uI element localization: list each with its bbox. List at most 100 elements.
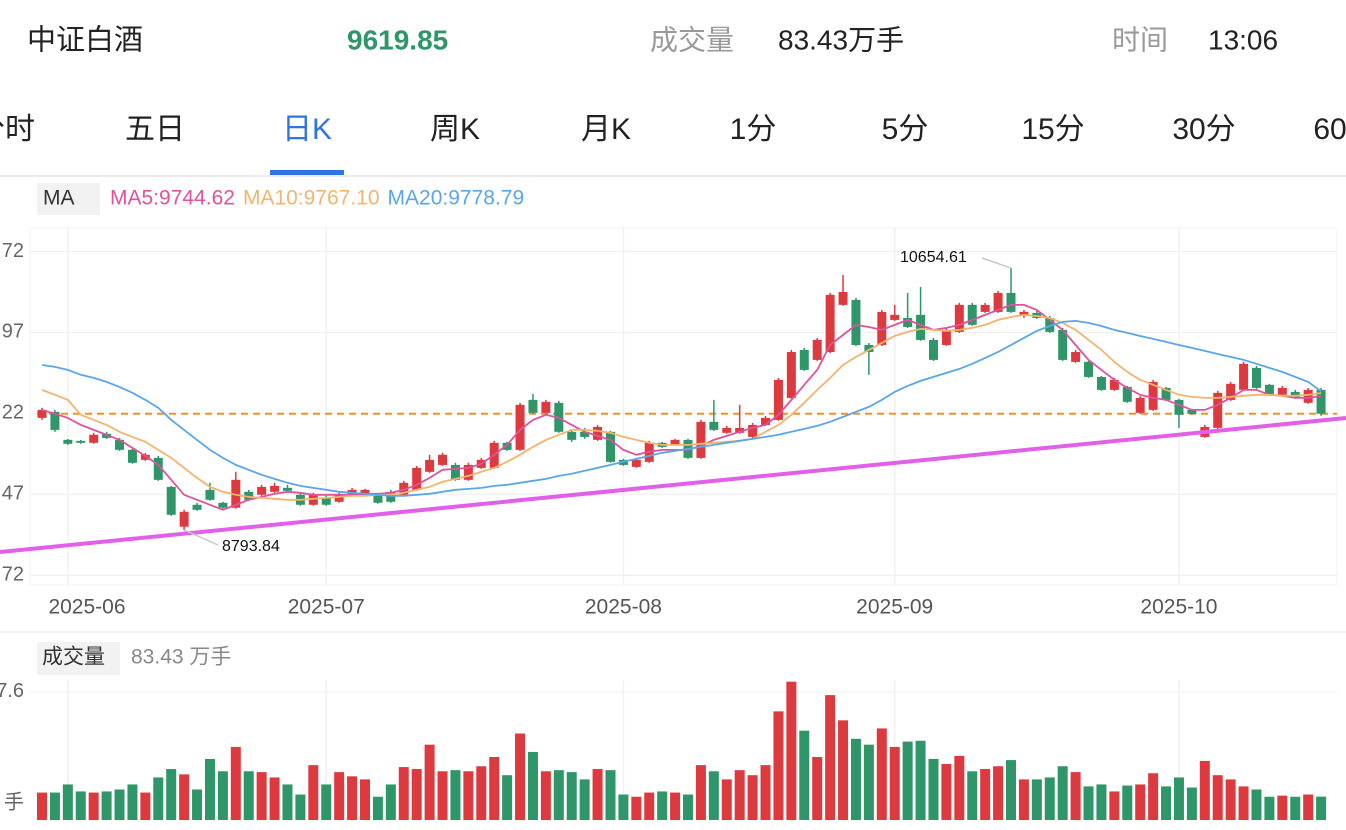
volume-bar	[502, 775, 513, 820]
candle-body	[967, 304, 977, 325]
tab[interactable]: 月K	[581, 113, 631, 146]
low-annotation: 8793.84	[222, 538, 280, 555]
candle-body	[76, 440, 86, 443]
x-tick-label: 2025-09	[856, 596, 933, 619]
y-tick-label: 72	[2, 564, 24, 586]
volume-bar	[1006, 760, 1016, 820]
candle-body	[1290, 391, 1300, 398]
tab[interactable]: 周K	[430, 113, 480, 146]
tab[interactable]: 1分	[730, 113, 777, 146]
candle-body	[993, 292, 1003, 312]
volume-button-bg[interactable]	[37, 642, 120, 675]
ma-button[interactable]: MA	[43, 187, 75, 210]
candle-body	[89, 434, 99, 443]
candle-body	[1239, 363, 1249, 390]
volume-bar	[799, 730, 810, 820]
volume-bar	[204, 758, 215, 820]
volume-bar	[1173, 777, 1184, 820]
volume-bar	[372, 796, 383, 820]
tab[interactable]: 30分	[1172, 113, 1235, 146]
candle-body	[735, 427, 745, 433]
candle-body	[928, 339, 938, 360]
volume-value: 83.43万手	[778, 24, 904, 55]
volume-bar	[825, 695, 836, 820]
price-frame	[29, 227, 1338, 586]
volume-bar	[876, 728, 887, 820]
high-annotation: 10654.61	[900, 249, 967, 266]
volume-bar	[385, 784, 396, 820]
volume-button[interactable]: 成交量	[42, 646, 105, 669]
volume-bar	[928, 758, 939, 820]
volume-bar	[605, 770, 616, 820]
volume-bar	[902, 741, 913, 820]
candle-body	[877, 311, 887, 345]
volume-bar	[566, 772, 577, 820]
tab[interactable]: 15分	[1021, 113, 1084, 146]
tab[interactable]: 日K	[282, 113, 332, 146]
candle-body	[838, 291, 848, 305]
candle-body	[270, 485, 280, 492]
volume-bar	[282, 784, 293, 820]
candle-body	[799, 349, 809, 370]
volume-bar	[1148, 773, 1159, 820]
volume-bar	[967, 771, 978, 820]
volume-bar	[1109, 791, 1120, 820]
volume-bar	[1031, 779, 1042, 820]
tab[interactable]: 分时	[0, 113, 35, 146]
volume-bar	[1161, 786, 1172, 820]
candle-body	[1122, 386, 1132, 402]
y-tick-label: 22	[2, 402, 24, 424]
candle-body	[244, 491, 254, 500]
candle-body	[515, 404, 525, 450]
volume-bar	[424, 744, 435, 820]
volume-bar	[644, 792, 655, 820]
volume-bar	[62, 784, 73, 820]
x-tick-label: 2025-08	[585, 596, 662, 619]
volume-bar	[941, 764, 952, 820]
time-caption: 时间	[1112, 24, 1168, 55]
candle-body	[605, 431, 615, 462]
candle-body	[631, 459, 641, 467]
volume-bar	[1316, 796, 1327, 820]
volume-bar	[631, 796, 642, 820]
candle-body	[1045, 317, 1055, 332]
volume-bar	[863, 744, 874, 820]
tab[interactable]: 5分	[882, 113, 929, 146]
candle-body	[102, 433, 112, 438]
volume-bar	[166, 769, 177, 820]
volume-bar	[553, 770, 564, 820]
tab-underline	[270, 170, 344, 175]
candle-body	[438, 454, 448, 465]
volume-bar	[37, 792, 47, 820]
candle-body	[864, 344, 874, 353]
volume-bar	[1135, 784, 1146, 820]
volume-bar	[915, 740, 926, 820]
ma-button-bg[interactable]	[37, 183, 100, 215]
candle-body	[360, 489, 370, 495]
volume-unit: 手	[4, 790, 24, 813]
x-tick-label: 2025-06	[48, 596, 125, 619]
candle-body	[373, 494, 383, 503]
volume-bar	[1212, 775, 1223, 820]
candle-body	[127, 449, 137, 463]
tab[interactable]: 60分	[1313, 113, 1346, 146]
candle-body	[334, 494, 344, 502]
volume-bar	[1018, 779, 1029, 820]
annotation-leader	[183, 529, 219, 546]
candle-body	[1277, 387, 1287, 395]
volume-bar	[450, 770, 461, 820]
candle-body	[593, 426, 603, 440]
candle-body	[954, 304, 964, 332]
candle-body	[1213, 392, 1223, 428]
candle-body	[450, 464, 460, 480]
volume-bar	[1290, 796, 1301, 820]
volume-bar	[747, 775, 758, 820]
volume-bar	[592, 769, 603, 820]
candle-body	[1109, 379, 1119, 390]
volume-bar	[1096, 784, 1107, 820]
volume-bar	[88, 792, 99, 820]
volume-bar	[217, 771, 228, 820]
tab[interactable]: 五日	[125, 113, 185, 146]
